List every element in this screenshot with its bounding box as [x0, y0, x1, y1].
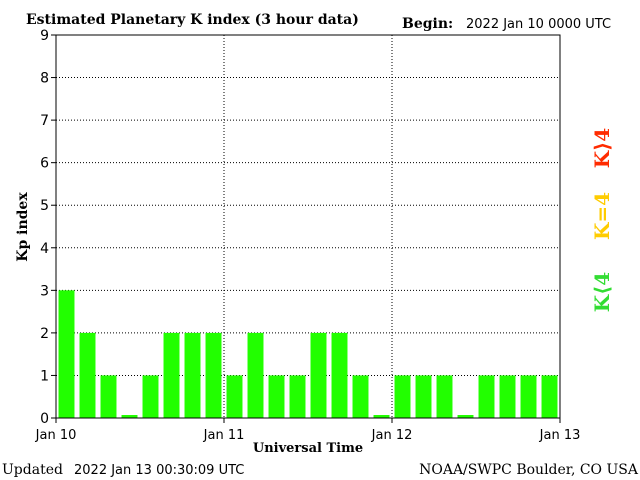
y-tick-label-0: 0: [40, 411, 49, 427]
kp-bar-15: [373, 415, 390, 418]
kp-bar-10: [268, 375, 285, 418]
y-tick-label-6: 6: [40, 156, 49, 172]
y-tick-label-1: 1: [40, 368, 49, 384]
chart-title: Estimated Planetary K index (3 hour data…: [26, 12, 359, 28]
bars-group: [58, 290, 558, 418]
kp-bar-23: [541, 375, 558, 418]
kp-bar-19: [457, 415, 474, 418]
y-tick-label-2: 2: [40, 326, 49, 342]
kp-bar-20: [478, 375, 495, 418]
kp-bar-22: [520, 375, 537, 418]
y-tick-label-9: 9: [40, 28, 49, 44]
x-tick-label-1: Jan 11: [203, 428, 245, 443]
updated-label: Updated: [2, 462, 63, 478]
x-tick-label-3: Jan 13: [539, 428, 581, 443]
y-tick-label-4: 4: [40, 241, 49, 257]
y-tick-label-7: 7: [40, 113, 49, 129]
begin-label: Begin:: [402, 16, 453, 32]
kp-bar-4: [142, 375, 159, 418]
kp-bar-17: [415, 375, 432, 418]
x-tick-label-0: Jan 10: [35, 428, 77, 443]
kp-bar-16: [394, 375, 411, 418]
y-axis-label: Kp index: [15, 192, 31, 262]
kp-bar-6: [184, 332, 201, 418]
kp-bar-3: [121, 415, 138, 418]
y-tick-label-3: 3: [40, 283, 49, 299]
y-axis: 0 1 2 3 4 5 6 7 8 9: [40, 28, 56, 427]
kp-bar-11: [289, 375, 306, 418]
kp-bar-7: [205, 332, 222, 418]
kp-bar-18: [436, 375, 453, 418]
grid-lines: [56, 35, 560, 418]
kp-bar-14: [352, 375, 369, 418]
kp-bar-9: [247, 332, 264, 418]
x-axis-label: Universal Time: [253, 441, 363, 456]
updated-value: 2022 Jan 13 00:30:09 UTC: [74, 463, 244, 478]
kp-bar-13: [331, 332, 348, 418]
credit-text: NOAA/SWPC Boulder, CO USA: [419, 462, 639, 478]
kp-bar-12: [310, 332, 327, 418]
y-tick-label-8: 8: [40, 71, 49, 87]
kp-bar-5: [163, 332, 180, 418]
begin-value: 2022 Jan 10 0000 UTC: [466, 17, 611, 32]
kp-bar-8: [226, 375, 243, 418]
y-tick-label-5: 5: [40, 198, 49, 214]
kp-bar-1: [79, 332, 96, 418]
x-tick-label-2: Jan 12: [371, 428, 413, 443]
kp-bar-21: [499, 375, 516, 418]
legend-k-equal-4: K=4: [590, 192, 614, 240]
legend-k-less-4: K⟨4: [590, 272, 614, 313]
kp-bar-2: [100, 375, 117, 418]
legend-k-greater-4: K⟩4: [590, 128, 614, 169]
kp-bar-0: [58, 290, 75, 418]
plot-frame: [55, 34, 561, 419]
x-axis: Jan 10 Jan 11 Jan 12 Jan 13: [35, 418, 581, 443]
